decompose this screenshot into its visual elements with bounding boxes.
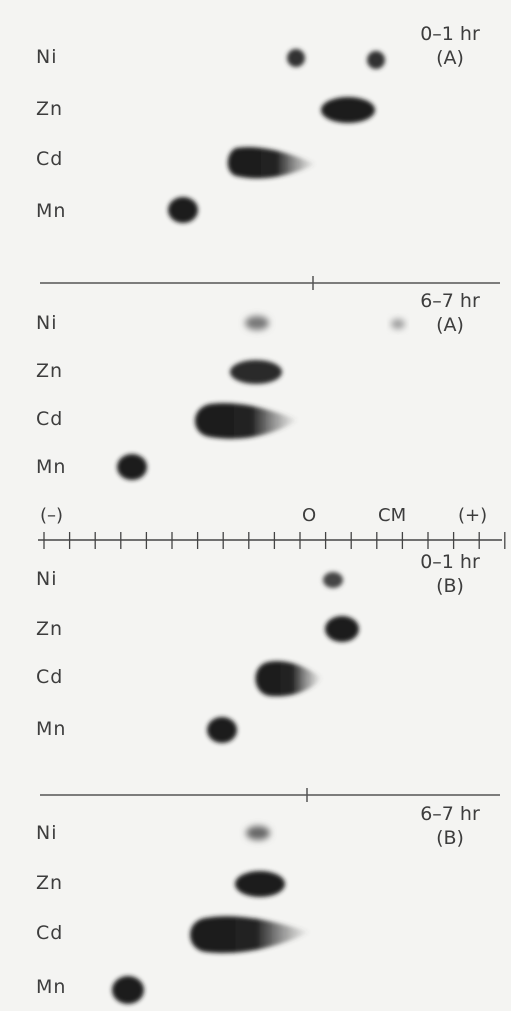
- panel-label-a2: 6–7 hr (A): [405, 289, 495, 337]
- element-label-ni: Ni: [36, 568, 58, 590]
- spot-ni-a1-right: [367, 51, 385, 69]
- spot-mn-b2: [112, 976, 144, 1004]
- element-label-mn: Mn: [36, 200, 67, 222]
- spot-cd-b2: [190, 916, 310, 954]
- panel-time: 0–1 hr: [420, 23, 480, 45]
- element-label-zn: Zn: [36, 98, 64, 120]
- element-label-cd: Cd: [36, 148, 64, 170]
- element-label-cd: Cd: [36, 922, 64, 944]
- panel-time: 0–1 hr: [420, 551, 480, 573]
- spot-zn-a1: [321, 97, 375, 123]
- element-label-cd: Cd: [36, 666, 64, 688]
- panel-label-a1: 0–1 hr (A): [405, 22, 495, 70]
- axis-unit-label: CM: [378, 505, 407, 526]
- element-label-zn: Zn: [36, 360, 64, 382]
- cm-axis: [38, 532, 506, 549]
- spot-ni-b1: [323, 572, 343, 588]
- panel-condition: (A): [436, 47, 464, 69]
- spot-ni-a2-right: [391, 319, 405, 329]
- element-label-mn: Mn: [36, 976, 67, 998]
- axis-ticks: [43, 532, 506, 549]
- spot-zn-b2: [235, 871, 285, 897]
- spot-ni-a2-left: [245, 316, 269, 330]
- axis-zero-label: O: [302, 505, 317, 526]
- panel-time: 6–7 hr: [420, 290, 480, 312]
- panel-condition: (B): [436, 575, 464, 597]
- spot-zn-b1: [325, 616, 359, 642]
- spot-cd-b1: [255, 661, 322, 697]
- panel-label-b1: 0–1 hr (B): [405, 550, 495, 598]
- element-label-mn: Mn: [36, 718, 67, 740]
- element-label-mn: Mn: [36, 456, 67, 478]
- element-label-ni: Ni: [36, 312, 58, 334]
- panel-condition: (B): [436, 827, 464, 849]
- element-label-zn: Zn: [36, 618, 64, 640]
- panel-condition: (A): [436, 314, 464, 336]
- panel-time: 6–7 hr: [420, 803, 480, 825]
- spot-ni-b2: [246, 826, 270, 840]
- spot-mn-a1: [168, 197, 198, 223]
- spot-ni-a1-left: [287, 49, 305, 67]
- spot-cd-a1: [227, 147, 316, 179]
- panel-label-b2: 6–7 hr (B): [405, 802, 495, 850]
- spot-cd-a2: [195, 403, 298, 439]
- axis-plus-label: (+): [458, 505, 488, 526]
- element-label-cd: Cd: [36, 408, 64, 430]
- spot-zn-a2: [230, 360, 282, 384]
- element-label-zn: Zn: [36, 872, 64, 894]
- spot-mn-b1: [207, 717, 237, 743]
- axis-minus-label: (–): [40, 505, 64, 526]
- element-label-ni: Ni: [36, 46, 58, 68]
- spot-mn-a2: [117, 454, 147, 480]
- element-label-ni: Ni: [36, 822, 58, 844]
